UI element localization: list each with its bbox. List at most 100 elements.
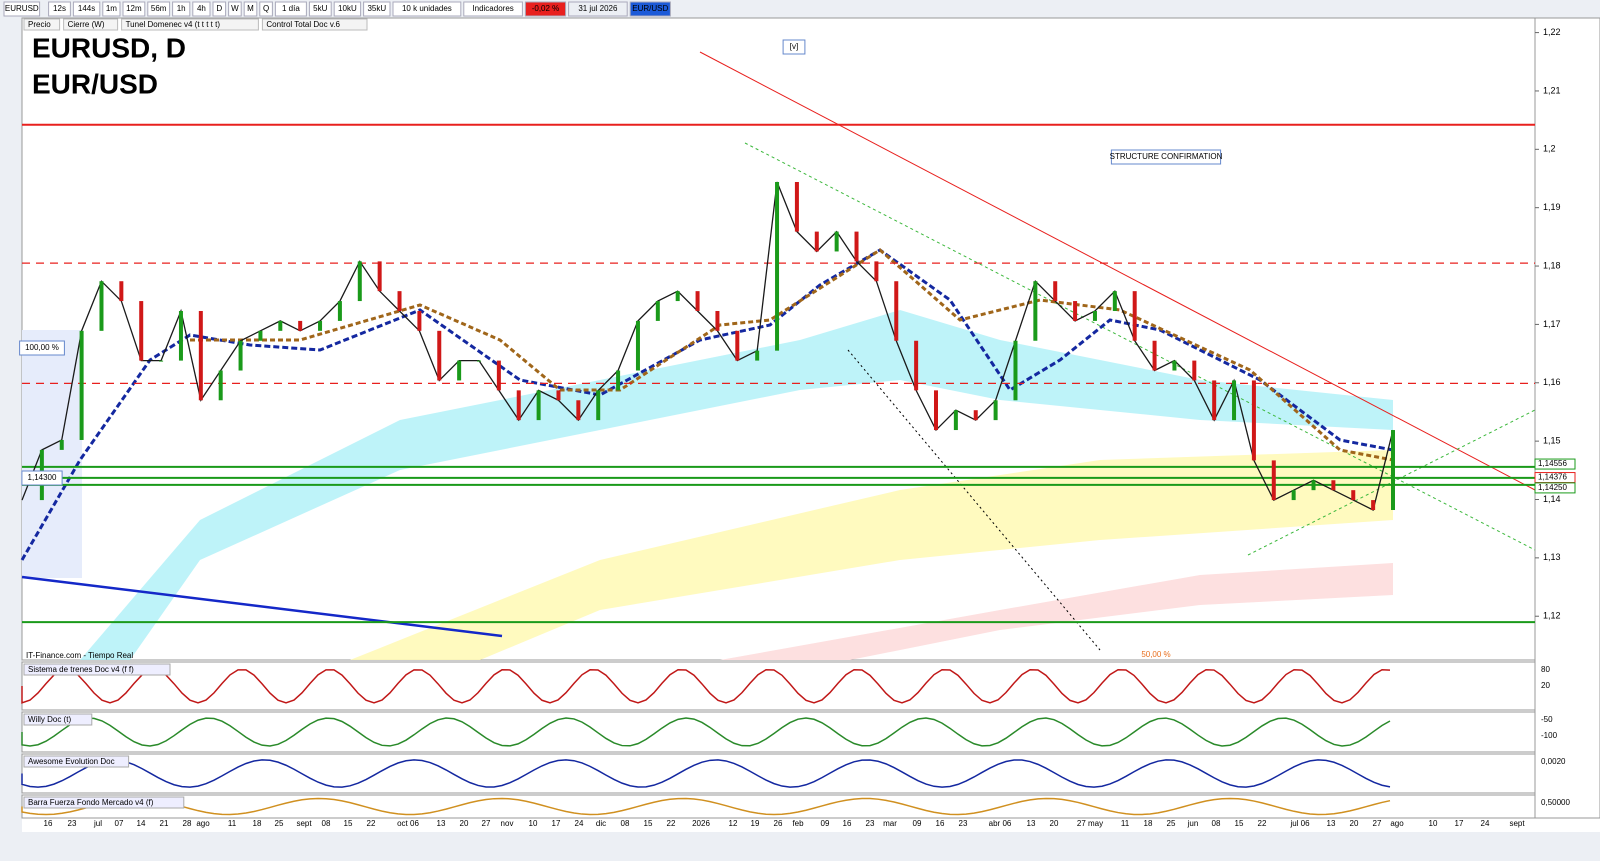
button-label[interactable]: 35kU (367, 4, 386, 13)
button[interactable] (259, 1, 273, 17)
button[interactable] (228, 1, 242, 17)
button-label[interactable]: W (231, 4, 239, 13)
button-label[interactable]: 12m (126, 4, 142, 13)
button[interactable] (243, 1, 258, 17)
button-label[interactable]: 56m (151, 4, 167, 13)
x-tick-label: 09 (913, 819, 922, 828)
button[interactable] (333, 1, 362, 17)
x-tick-label: dic (596, 819, 606, 828)
y-tick-label: 1,17 (1543, 319, 1561, 329)
x-tick-label: 18 (253, 819, 262, 828)
button[interactable] (363, 1, 391, 17)
x-tick-label: 23 (866, 819, 875, 828)
x-tick-label: 25 (275, 819, 284, 828)
legend-item[interactable] (23, 18, 61, 31)
x-tick-label: 20 (1050, 819, 1059, 828)
button-label[interactable]: EURUSD (5, 4, 39, 13)
button[interactable] (629, 1, 671, 17)
button[interactable] (122, 1, 146, 17)
legend-item[interactable] (261, 18, 368, 31)
candle (278, 320, 283, 331)
button-label[interactable]: 31 jul 2026 (578, 4, 618, 13)
button-label[interactable]: Q (263, 4, 269, 13)
y-tick-label: 1,18 (1543, 260, 1561, 270)
candle (159, 360, 164, 362)
candle (854, 231, 859, 262)
candle (1212, 380, 1217, 421)
panel-title-bg (23, 796, 185, 809)
button-label[interactable]: D (216, 4, 222, 13)
indicator-line (21, 668, 1391, 704)
button[interactable] (3, 1, 41, 17)
button-label[interactable]: 4h (197, 4, 206, 13)
panel-axis-label: -50 (1541, 715, 1553, 724)
candle (616, 370, 621, 391)
button[interactable] (72, 1, 101, 17)
button-label[interactable]: Indicadores (472, 4, 513, 13)
x-tick-label: 27 (1373, 819, 1382, 828)
x-tick-label: 16 (843, 819, 852, 828)
button[interactable] (192, 1, 211, 17)
legend-label: Tunel Domenec v4 (t t t t t) (126, 20, 221, 29)
panel (21, 661, 1536, 711)
button[interactable] (392, 1, 462, 17)
x-tick-label: 08 (322, 819, 331, 828)
panel-title: Willy Doc (t) (28, 715, 71, 724)
button[interactable] (102, 1, 121, 17)
button-label[interactable]: 5kU (313, 4, 327, 13)
price-tag-label: 1,14250 (1538, 483, 1567, 492)
cloud-band (720, 563, 1393, 660)
x-tick-label: 18 (1144, 819, 1153, 828)
candle (1251, 380, 1256, 461)
legend-item[interactable] (63, 18, 119, 31)
button-label[interactable]: EUR/USD (632, 4, 668, 13)
button[interactable] (172, 1, 191, 17)
button-label[interactable]: 1m (106, 4, 117, 13)
candle (477, 360, 481, 362)
button[interactable] (147, 1, 171, 17)
legend-item[interactable] (121, 18, 259, 31)
annotation: 1,14300 (28, 473, 57, 482)
button-label[interactable]: 1h (177, 4, 186, 13)
x-tick-label: 15 (344, 819, 353, 828)
candle (1291, 490, 1296, 501)
candle (298, 320, 303, 331)
candle (1311, 480, 1316, 491)
panel-title-bg (23, 755, 130, 768)
x-tick-label: feb (792, 819, 804, 828)
button[interactable] (463, 1, 523, 17)
x-tick-label: 2026 (692, 819, 710, 828)
candle (775, 182, 780, 351)
candle (258, 330, 263, 341)
button-label[interactable]: 12s (53, 4, 66, 13)
x-tick-label: 13 (437, 819, 446, 828)
legend-label: Control Total Doc v.6 (266, 20, 340, 29)
button-label[interactable]: 10 k unidades (402, 4, 452, 13)
y-tick-label: 1,21 (1543, 85, 1561, 95)
button[interactable] (274, 1, 307, 17)
button[interactable] (308, 1, 332, 17)
button[interactable] (48, 1, 71, 17)
x-tick-label: 22 (667, 819, 676, 828)
candle (735, 330, 740, 361)
y-tick-label: 1,12 (1543, 611, 1561, 621)
x-tick-label: 16 (44, 819, 53, 828)
candle (973, 410, 978, 421)
button[interactable] (212, 1, 227, 17)
panel-axis-label: 20 (1541, 681, 1550, 690)
button[interactable] (524, 1, 567, 17)
button-label[interactable]: -0,02 % (532, 4, 560, 13)
x-tick-label: 10 (1429, 819, 1438, 828)
button-label[interactable]: 1 día (282, 4, 300, 13)
button-label[interactable]: 10kU (338, 4, 357, 13)
x-tick-label: nov (501, 819, 514, 828)
x-tick-label: mar (883, 819, 897, 828)
button[interactable] (568, 1, 628, 17)
button-label[interactable]: 144s (78, 4, 95, 13)
candle (1271, 460, 1276, 501)
button-label[interactable]: M (247, 4, 254, 13)
y-tick-label: 1,19 (1543, 202, 1561, 212)
bottom-bar (0, 832, 1600, 861)
y-tick-label: 1,13 (1543, 552, 1561, 562)
